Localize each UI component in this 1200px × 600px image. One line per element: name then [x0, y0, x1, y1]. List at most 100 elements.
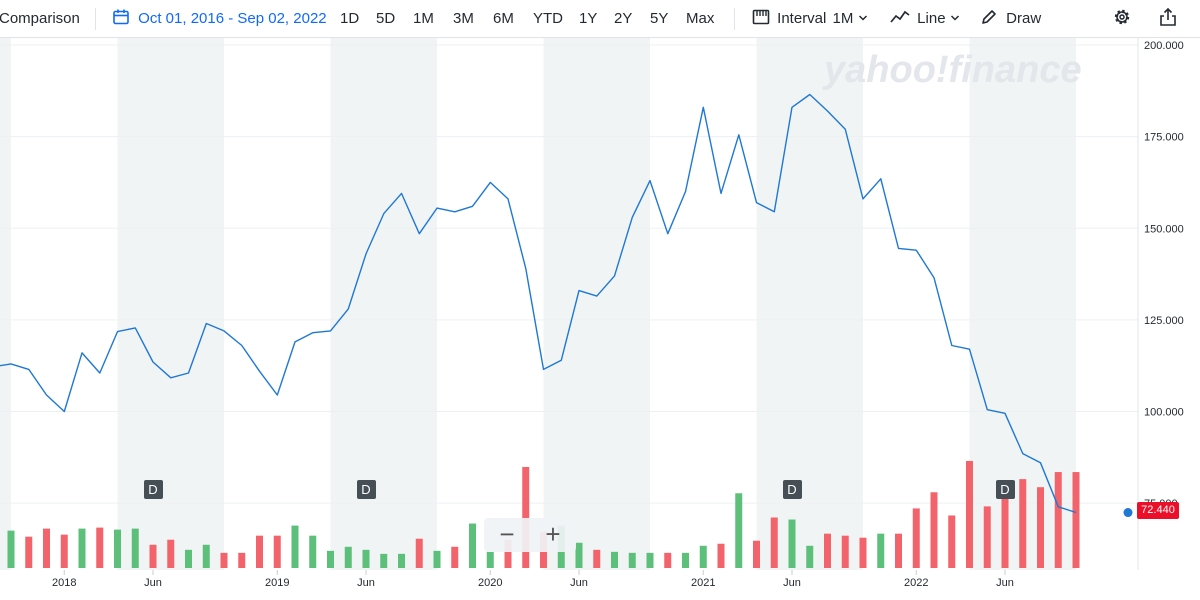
range-button-5y[interactable]: 5Y [650, 10, 669, 27]
volume-bar [256, 535, 263, 568]
volume-bar [983, 506, 991, 568]
volume-bar [504, 539, 512, 568]
volume-bar [895, 533, 902, 568]
y-tick-label: 200.000 [1144, 40, 1184, 52]
year-band [0, 38, 11, 570]
share-icon [1160, 7, 1176, 26]
volume-bar [149, 544, 157, 568]
volume-bar [380, 553, 388, 568]
volume-bar [611, 551, 618, 568]
x-tick-label: Jun [144, 577, 162, 589]
volume-bar [131, 528, 139, 568]
year-band [117, 38, 224, 570]
volume-bar [433, 550, 441, 568]
range-button-max[interactable]: Max [686, 10, 715, 27]
volume-bar [966, 460, 973, 568]
interval-dropdown[interactable]: Interval 1M [752, 0, 868, 38]
volume-bar [628, 552, 636, 568]
volume-bar [770, 517, 778, 568]
zoom-out-button[interactable]: − [499, 519, 515, 549]
x-tick-label: Jun [357, 577, 375, 589]
yahoo-finance-watermark: yahoo!finance [822, 49, 1082, 91]
draw-button[interactable]: Draw [980, 0, 1041, 38]
x-tick-label: Jun [996, 577, 1014, 589]
volume-bar [735, 493, 743, 568]
calendar-icon [113, 9, 129, 25]
chart-type-dropdown[interactable]: Line [890, 0, 960, 38]
price-chart[interactable]: yahoo!finance 200.000 175.000 150.000 125.0… [0, 38, 1200, 600]
range-button-5d[interactable]: 5D [376, 10, 396, 27]
volume-bar [362, 549, 370, 568]
volume-bar [1019, 479, 1027, 568]
toolbar-divider [95, 8, 96, 30]
volume-bar [930, 492, 938, 568]
y-tick-label: 125.000 [1144, 315, 1184, 327]
volume-bar [7, 530, 15, 568]
x-tick-label: 2021 [691, 577, 715, 589]
zoom-in-button[interactable]: + [545, 519, 561, 549]
volume-bar [1001, 490, 1009, 568]
volume-bar [167, 539, 175, 568]
volume-bar [327, 550, 334, 568]
year-band [756, 38, 863, 570]
volume-bar [841, 535, 849, 568]
last-price-label: 72.440 [1137, 502, 1179, 519]
volume-bar [717, 543, 725, 568]
dividend-marker[interactable]: D [356, 480, 376, 499]
share-button[interactable] [1159, 0, 1177, 38]
volume-bar [25, 536, 33, 568]
range-button-ytd[interactable]: YTD [533, 10, 563, 27]
interval-value: 1M [832, 10, 854, 27]
last-price-dot [1123, 508, 1133, 518]
volume-bar [469, 523, 476, 568]
volume-bar [1072, 472, 1080, 568]
x-tick-label: 2019 [265, 577, 289, 589]
volume-bar [309, 535, 317, 568]
volume-bar [877, 533, 885, 568]
volume-bar [699, 545, 707, 568]
dividend-marker[interactable]: D [995, 480, 1015, 499]
volume-bar [522, 467, 530, 568]
volume-bar [185, 549, 192, 568]
date-range-picker[interactable]: Oct 01, 2016 - Sep 02, 2022 [112, 0, 327, 38]
volume-bars [7, 460, 1080, 568]
chevron-down-icon [858, 15, 867, 21]
range-button-2y[interactable]: 2Y [614, 10, 633, 27]
pencil-icon [982, 10, 996, 24]
year-band [543, 38, 650, 570]
x-axis-ticks: Jun2018Jun2019Jun2020Jun2021Jun2022Jun [52, 570, 1014, 589]
x-tick-label: 2018 [52, 577, 76, 589]
volume-bar [806, 545, 814, 568]
range-button-3m[interactable]: 3M [453, 10, 474, 27]
volume-bar [664, 552, 672, 568]
y-tick-label: 150.000 [1144, 223, 1184, 235]
volume-bar [948, 515, 956, 568]
dividend-marker[interactable]: D [782, 480, 802, 499]
comparison-button[interactable]: Comparison [0, 10, 80, 27]
volume-bar [78, 528, 86, 568]
price-gridlines [0, 44, 1138, 504]
volume-bar [344, 546, 352, 568]
volume-bar [451, 546, 459, 568]
x-tick-label: Jun [570, 577, 588, 589]
volume-bar [788, 519, 796, 568]
volume-bar [291, 525, 299, 568]
volume-bar [824, 533, 831, 568]
volume-bar [593, 549, 601, 568]
volume-bar [1037, 487, 1044, 568]
range-button-1d[interactable]: 1D [340, 10, 360, 27]
settings-button[interactable] [1112, 0, 1132, 38]
volume-bar [753, 540, 760, 568]
y-tick-label: 175.000 [1144, 132, 1184, 144]
volume-bar [486, 551, 494, 568]
volume-bar [646, 552, 654, 568]
range-button-1m[interactable]: 1M [413, 10, 434, 27]
dividend-marker[interactable]: D [143, 480, 163, 499]
volume-bar [238, 552, 246, 568]
volume-bar [202, 544, 210, 568]
chart-toolbar: Comparison Oct 01, 2016 - Sep 02, 2022 1… [0, 0, 1200, 38]
volume-bar [398, 553, 405, 568]
range-button-1y[interactable]: 1Y [579, 10, 598, 27]
zoom-controls: − + [484, 518, 576, 552]
range-button-6m[interactable]: 6M [493, 10, 514, 27]
